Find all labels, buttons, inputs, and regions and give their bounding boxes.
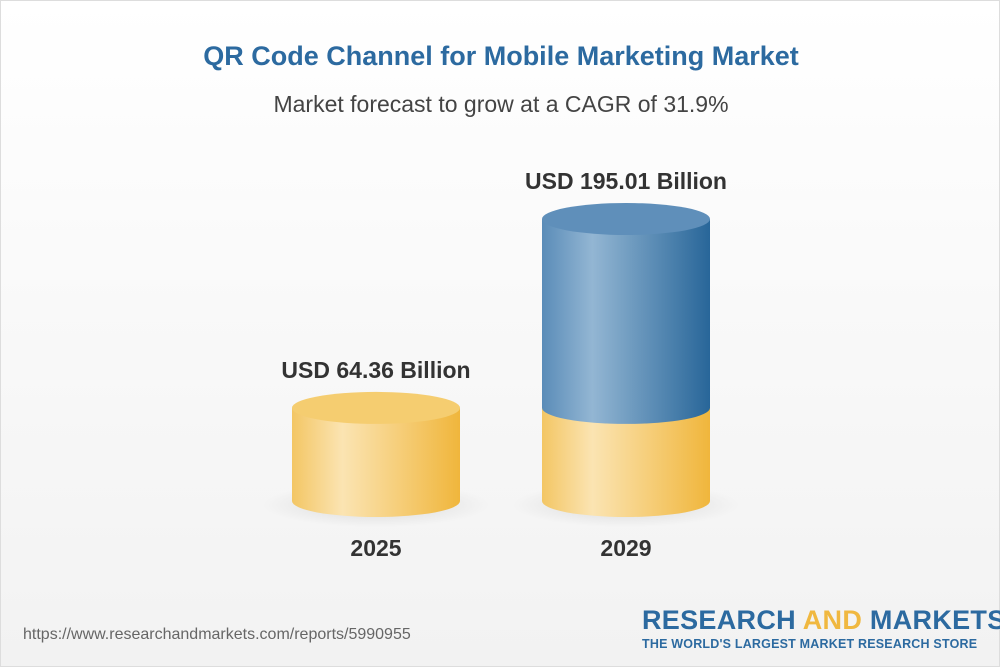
data-label: USD 64.36 Billion xyxy=(281,357,470,383)
chart-subtitle: Market forecast to grow at a CAGR of 31.… xyxy=(273,91,729,117)
bar-2029-growth xyxy=(542,219,710,424)
category-label: 2025 xyxy=(350,535,401,561)
bar-2029-base xyxy=(542,407,710,517)
chart-title: QR Code Channel for Mobile Marketing Mar… xyxy=(203,41,799,71)
research-and-markets-logo: RESEARCH AND MARKETS THE WORLD'S LARGEST… xyxy=(642,605,1000,651)
bar-2025 xyxy=(292,407,460,517)
source-url[interactable]: https://www.researchandmarkets.com/repor… xyxy=(23,626,411,643)
cylinder-top-2029 xyxy=(542,203,710,235)
category-label: 2029 xyxy=(600,535,651,561)
data-label: USD 195.01 Billion xyxy=(525,168,727,194)
cylinder-top-2025 xyxy=(292,391,460,424)
